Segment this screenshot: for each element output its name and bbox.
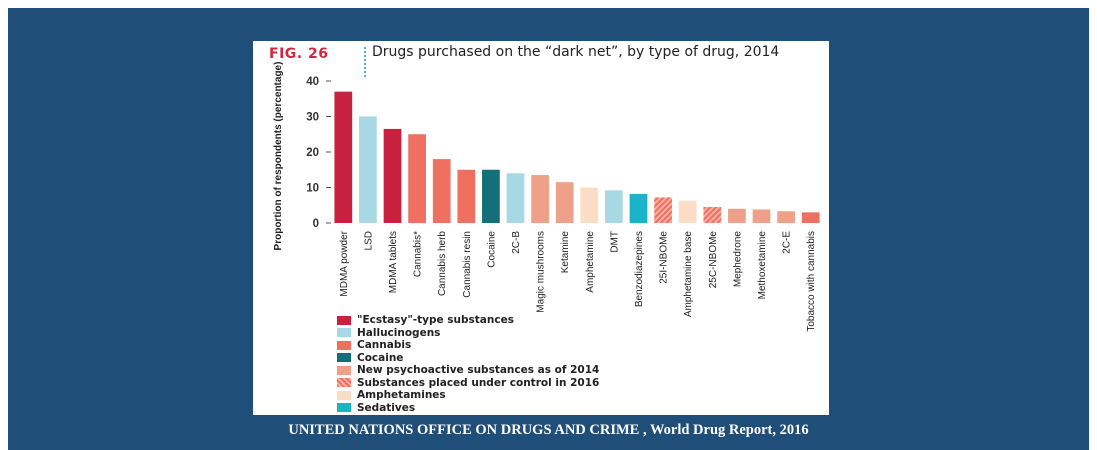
- figure-divider: [364, 47, 366, 77]
- legend-swatch: [337, 340, 351, 350]
- bar: [359, 116, 377, 223]
- legend-label: Substances placed under control in 2016: [357, 376, 600, 389]
- legend-item: Sedatives: [337, 402, 599, 415]
- bar: [457, 169, 476, 223]
- legend-label: New psychoactive substances as of 2014: [357, 364, 600, 377]
- legend-item: "Ecstasy"-type substances: [337, 314, 599, 327]
- y-tick-label: 30: [306, 112, 319, 124]
- bar: [334, 91, 353, 224]
- x-tick-label: Amphetamine: [585, 231, 596, 293]
- y-axis-label: Proportion of respondents (percentage): [273, 62, 284, 251]
- x-tick-label: Mephedrone: [732, 231, 743, 288]
- bar: [482, 169, 500, 223]
- x-tick-label: Cocaine: [486, 231, 497, 268]
- legend-item: New psychoactive substances as of 2014: [337, 364, 599, 377]
- legend-swatch: [337, 390, 351, 400]
- slide-frame: FIG. 26 Drugs purchased on the “dark net…: [8, 8, 1089, 450]
- x-tick-label: Benzodiazepines: [634, 231, 645, 307]
- bar: [752, 209, 771, 223]
- x-tick-label: Cannabis resin: [462, 231, 473, 298]
- legend-label: Cocaine: [357, 351, 404, 364]
- x-tick-label: Cannabis*: [413, 231, 424, 277]
- source-caption: UNITED NATIONS OFFICE ON DRUGS AND CRIME…: [288, 422, 809, 438]
- bar: [728, 208, 746, 223]
- bar: [703, 207, 722, 223]
- y-tick-label: 0: [313, 218, 319, 230]
- x-tick-label: MDMA tablets: [388, 231, 399, 293]
- legend-swatch: [337, 403, 351, 413]
- chart-legend: "Ecstasy"-type substances Hallucinogens Ca…: [337, 314, 599, 414]
- x-tick-label: 2C-B: [511, 231, 522, 254]
- bar: [408, 134, 426, 223]
- legend-swatch: [337, 353, 351, 363]
- legend-swatch: [337, 365, 351, 375]
- figure-panel: FIG. 26 Drugs purchased on the “dark net…: [253, 41, 829, 415]
- bar: [531, 175, 549, 223]
- bar: [801, 212, 820, 223]
- legend-label: "Ecstasy"-type substances: [357, 314, 514, 327]
- x-tick-label: Amphetamine base: [683, 231, 694, 318]
- legend-label: Sedatives: [357, 401, 416, 414]
- x-tick-label: MDMA powder: [339, 230, 350, 296]
- legend-item: Amphetamines: [337, 389, 599, 402]
- bar: [654, 197, 672, 223]
- bar: [629, 193, 648, 223]
- bar: [580, 187, 599, 223]
- legend-swatch: [337, 328, 351, 338]
- x-tick-label: 2C-E: [782, 231, 793, 254]
- figure-label: FIG. 26: [269, 46, 329, 62]
- x-tick-label: Methoxetamine: [757, 231, 768, 300]
- legend-swatch: [337, 315, 351, 325]
- x-tick-label: Magic mushrooms: [536, 231, 547, 313]
- x-tick-label: DMT: [609, 231, 620, 253]
- bar: [506, 173, 525, 223]
- bar: [678, 200, 697, 223]
- chart-title: Drugs purchased on the “dark net”, by ty…: [372, 44, 780, 60]
- x-tick-label: LSD: [363, 231, 374, 250]
- bar: [555, 182, 574, 223]
- legend-label: Cannabis: [357, 339, 412, 352]
- x-tick-label: Ketamine: [560, 231, 571, 274]
- legend-swatch: [337, 378, 351, 388]
- legend-label: Amphetamines: [357, 389, 446, 402]
- y-tick-label: 10: [306, 183, 319, 195]
- bar: [777, 211, 795, 223]
- legend-item: Substances placed under control in 2016: [337, 377, 599, 390]
- legend-item: Cannabis: [337, 339, 599, 352]
- bar-chart: 0 10 20 30 40 Proportion of respondents (perc…: [273, 62, 820, 332]
- legend-label: Hallucinogens: [357, 326, 441, 339]
- legend-item: Cocaine: [337, 352, 599, 365]
- bar: [605, 190, 623, 223]
- legend-item: Hallucinogens: [337, 327, 599, 340]
- y-tick-label: 40: [306, 76, 319, 88]
- x-tick-label: 25I-NBOMe: [659, 231, 670, 284]
- bar: [432, 159, 451, 223]
- x-tick-label: 25C-NBOMe: [708, 231, 719, 289]
- x-tick-label: Tobacco with cannabis: [806, 231, 817, 332]
- y-tick-label: 20: [306, 147, 319, 159]
- bar: [383, 128, 402, 223]
- x-tick-label: Cannabis herb: [437, 231, 448, 296]
